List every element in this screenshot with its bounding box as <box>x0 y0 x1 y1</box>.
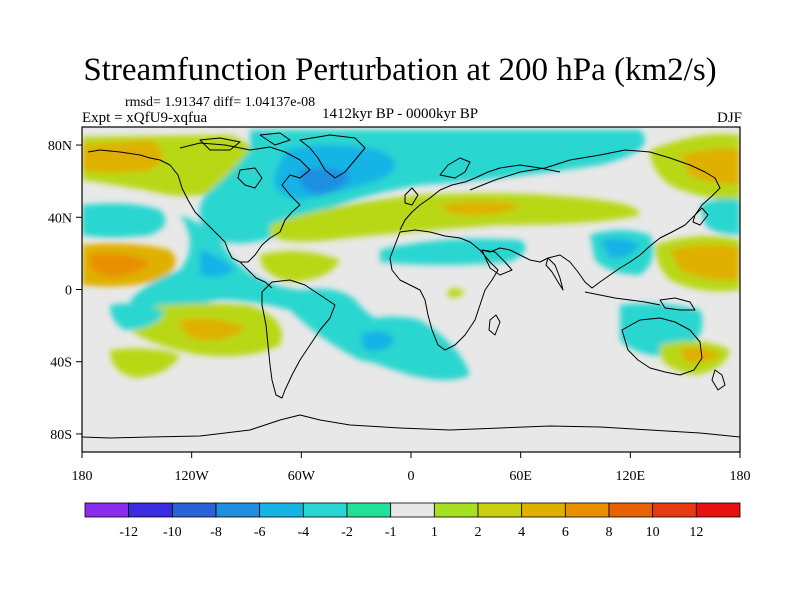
y-tick-label: 40S <box>50 356 72 371</box>
coast-uk <box>404 187 419 206</box>
colorbar-label: -6 <box>254 525 266 540</box>
y-tick-label: 40N <box>48 211 72 226</box>
coast-asia <box>469 149 721 289</box>
coast-central-america <box>239 261 273 289</box>
coast-indonesia <box>584 291 661 306</box>
field-australia-pos-core <box>680 347 720 363</box>
colorbar-label: 8 <box>606 525 613 540</box>
colorbar: -12 -10 -8 -6 -4 -2 -1 1 2 4 6 8 10 12 <box>84 502 741 540</box>
colorbar-swatch <box>128 502 173 518</box>
coast-scandinavia <box>439 157 471 179</box>
colorbar-swatch <box>477 502 523 518</box>
field-spacific-pos-core <box>180 318 245 341</box>
y-tick-label: 80S <box>50 428 72 443</box>
colorbar-swatch <box>259 502 304 518</box>
colorbar-label: 12 <box>689 525 703 540</box>
colorbar-label: -8 <box>210 525 222 540</box>
coastlines <box>82 132 740 439</box>
field-midlat-pos-band <box>270 193 640 242</box>
x-axis: 180 120W 60W 0 60E 120E 180 <box>72 452 751 484</box>
field-spacific-neg <box>110 303 165 330</box>
colorbar-swatch <box>652 502 697 518</box>
colorbar-swatch <box>346 502 392 518</box>
coast-new-guinea <box>659 297 696 311</box>
field-asia-neg-core <box>600 238 640 259</box>
coast-japan <box>692 207 709 226</box>
coast-madagascar <box>488 314 501 336</box>
coast-south-america <box>261 279 336 399</box>
colorbar-label: -2 <box>341 525 353 540</box>
colorbar-label: -12 <box>119 525 138 540</box>
field-npacific-pos-core <box>90 253 150 277</box>
experiment-label: Expt = xQfU9-xqfua <box>82 110 208 126</box>
colorbar-swatch <box>171 502 217 518</box>
season-label: DJF <box>716 110 742 126</box>
coast-greenland <box>299 134 366 179</box>
field-far-south-pos <box>110 348 180 378</box>
coast-africa <box>389 229 499 351</box>
x-tick-label: 0 <box>408 469 415 484</box>
colorbar-label: 2 <box>475 525 482 540</box>
field-midlat-pos-core <box>440 201 520 215</box>
field-africa-neg <box>380 238 526 265</box>
colorbar-swatch <box>302 502 348 518</box>
colorbar-label: -1 <box>385 525 397 540</box>
y-tick-label: 80N <box>48 139 72 154</box>
coast-antarctica <box>82 414 740 439</box>
coast-india <box>545 257 564 291</box>
colorbar-swatch <box>390 502 435 518</box>
y-tick-label: 0 <box>65 284 72 299</box>
field-trop-atl-pos <box>260 251 340 282</box>
period-label: 1412kyr BP - 0000kyr BP <box>322 106 479 122</box>
colorbar-label: -10 <box>163 525 182 540</box>
colorbar-label: 6 <box>562 525 569 540</box>
field-americas-neg-core <box>200 250 235 277</box>
coast-hudson-bay <box>237 167 263 189</box>
coast-new-zealand <box>711 369 726 391</box>
field-sindian-neg-core <box>360 331 395 352</box>
colorbar-swatch <box>608 502 654 518</box>
coast-arabia <box>481 249 513 276</box>
colorbar-swatch <box>84 502 130 518</box>
x-tick-label: 60E <box>509 469 532 484</box>
field-arctic-pos-west-core <box>82 140 163 173</box>
coast-australia <box>621 317 703 376</box>
y-axis: 80N 40N 0 40S 80S <box>48 139 82 443</box>
stats-label: rmsd= 1.91347 diff= 1.04137e-08 <box>125 95 316 110</box>
coast-arctic-islands <box>199 132 291 151</box>
colorbar-label: 4 <box>518 525 525 540</box>
colorbar-swatch <box>215 502 261 518</box>
x-tick-label: 120E <box>616 469 646 484</box>
chart-title: Streamfunction Perturbation at 200 hPa (… <box>83 52 717 88</box>
colorbar-label: -4 <box>297 525 309 540</box>
map-plot-area <box>82 127 740 452</box>
colorbar-swatch <box>695 502 741 518</box>
field-arctic-pos-east-core <box>680 148 740 185</box>
colorbar-swatch <box>564 502 610 518</box>
x-tick-label: 180 <box>72 469 93 484</box>
coast-north-america <box>87 142 311 263</box>
coast-europe <box>399 164 561 231</box>
field-arctic-neg-core2 <box>300 168 350 195</box>
field-npacific-east-core <box>670 244 740 281</box>
field-small-pos <box>448 288 465 298</box>
colorbar-swatch <box>433 502 479 518</box>
colorbar-label: 10 <box>646 525 660 540</box>
field-ne-pacific-neg <box>700 198 740 235</box>
x-tick-label: 120W <box>175 469 210 484</box>
field-npacific-neg <box>82 203 166 238</box>
x-tick-label: 60W <box>288 469 316 484</box>
colorbar-swatch <box>521 502 566 518</box>
colorbar-label: 1 <box>431 525 438 540</box>
x-tick-label: 180 <box>730 469 751 484</box>
